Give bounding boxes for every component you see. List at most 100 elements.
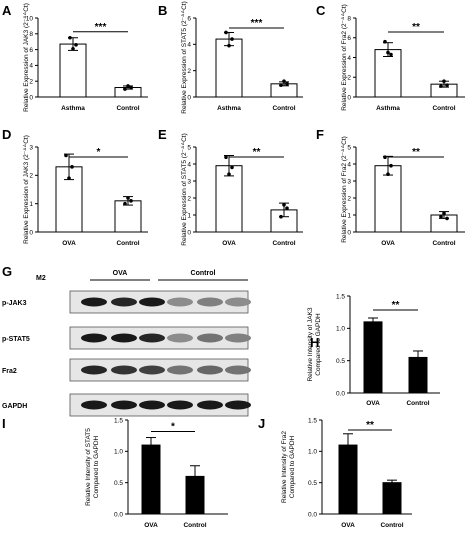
- y-tick-label: 2: [29, 79, 33, 86]
- y-tick-label: 1.0: [114, 449, 123, 456]
- category-label: Control: [272, 240, 295, 247]
- y-tick-label: 10: [26, 15, 34, 22]
- blot-band: [197, 333, 223, 343]
- category-label: Control: [272, 105, 295, 112]
- category-label: Control: [432, 105, 455, 112]
- y-axis-label: Relative Intensity of STAT5: [85, 428, 92, 506]
- data-point: [282, 203, 286, 207]
- blot-row-label: Fra2: [2, 368, 17, 375]
- y-tick-label: 0.0: [114, 511, 123, 518]
- y-tick-label: 6: [29, 47, 33, 54]
- panel-letter: H: [310, 335, 319, 350]
- y-tick-label: 2: [187, 68, 191, 75]
- data-point: [279, 214, 283, 219]
- data-point: [439, 84, 443, 88]
- y-tick-label: 1: [29, 201, 33, 208]
- bar: [374, 49, 402, 98]
- data-point: [439, 214, 443, 219]
- blot-band: [197, 365, 223, 375]
- panel-letter: A: [2, 3, 12, 18]
- chart-panel-i: I 0.0 0.5 1.0 1.5 Relative Intensity of STAT5…: [2, 416, 228, 529]
- significance-marker: ***: [251, 18, 263, 29]
- category-label: Control: [432, 240, 455, 247]
- data-point: [442, 211, 446, 216]
- data-point: [224, 30, 228, 35]
- category-label: Control: [406, 400, 429, 407]
- category-label: Asthma: [61, 105, 85, 112]
- category-label: OVA: [366, 400, 380, 407]
- y-tick-label: 0.5: [308, 480, 317, 487]
- significance-marker: **: [253, 147, 261, 158]
- data-point: [285, 82, 289, 86]
- y-tick-label: 0: [187, 229, 191, 236]
- y-axis-label: Compared to GAPDH: [315, 313, 322, 376]
- data-point: [123, 201, 127, 206]
- category-label: OVA: [62, 240, 76, 247]
- data-point: [389, 163, 393, 168]
- blot-row-label: p-STAT5: [2, 336, 30, 343]
- y-axis-label: Relative Intensity of Fra2: [281, 431, 288, 503]
- blot-band: [139, 297, 165, 307]
- category-label: Asthma: [376, 105, 400, 112]
- y-tick-label: 0: [29, 229, 33, 236]
- data-point: [71, 47, 75, 51]
- y-tick-label: 4: [347, 161, 351, 168]
- blot-cell-label: M2: [36, 275, 46, 282]
- data-point: [129, 199, 133, 203]
- category-label: OVA: [144, 522, 158, 529]
- y-tick-label: 0: [347, 94, 351, 101]
- data-point: [224, 155, 228, 159]
- data-point: [129, 85, 133, 90]
- y-tick-label: 6: [347, 35, 351, 42]
- y-tick-label: 5: [347, 144, 351, 151]
- bar: [185, 475, 205, 515]
- y-tick-label: 1: [187, 212, 191, 219]
- significance-marker: *: [97, 147, 101, 158]
- y-tick-label: 4: [187, 161, 191, 168]
- blot-band: [81, 297, 107, 307]
- category-label: Control: [116, 105, 139, 112]
- blot-band: [139, 333, 165, 343]
- data-point: [386, 172, 390, 176]
- blot-row-label: p-JAK3: [2, 300, 27, 307]
- data-point: [383, 39, 387, 44]
- bar: [215, 165, 243, 233]
- data-point: [442, 79, 446, 83]
- y-tick-label: 2: [347, 195, 351, 202]
- data-point: [279, 83, 283, 87]
- significance-marker: *: [171, 422, 175, 433]
- blot-band: [167, 400, 193, 410]
- y-tick-label: 8: [29, 31, 33, 38]
- panel-letter: E: [158, 127, 167, 142]
- panel-letter: C: [316, 3, 326, 18]
- data-point: [445, 216, 449, 221]
- bar: [338, 444, 358, 515]
- significance-marker: **: [392, 300, 400, 311]
- y-tick-label: 4: [187, 42, 191, 49]
- blot-band: [81, 333, 107, 343]
- blot-group-label: OVA: [113, 270, 128, 277]
- data-point: [230, 165, 234, 170]
- y-tick-label: 5: [187, 144, 191, 151]
- category-label: Control: [380, 522, 403, 529]
- y-tick-label: 4: [347, 55, 351, 62]
- blot-band: [197, 400, 223, 410]
- significance-marker: **: [412, 22, 420, 33]
- blot-band: [139, 365, 165, 375]
- bar: [215, 38, 243, 98]
- y-axis-label: Relative Expression of Fra2 (2⁻ᐞᐞCt): [340, 4, 348, 111]
- blot-band: [197, 297, 223, 307]
- y-tick-label: 3: [347, 178, 351, 185]
- category-label: Control: [183, 522, 206, 529]
- blot-band: [225, 400, 251, 410]
- y-axis-label: Relative Expression of STAT5 (2⁻ᐞᐞCt): [180, 1, 188, 113]
- blot-row-label: GAPDH: [2, 403, 27, 410]
- bar: [408, 356, 428, 394]
- y-tick-label: 3: [29, 144, 33, 151]
